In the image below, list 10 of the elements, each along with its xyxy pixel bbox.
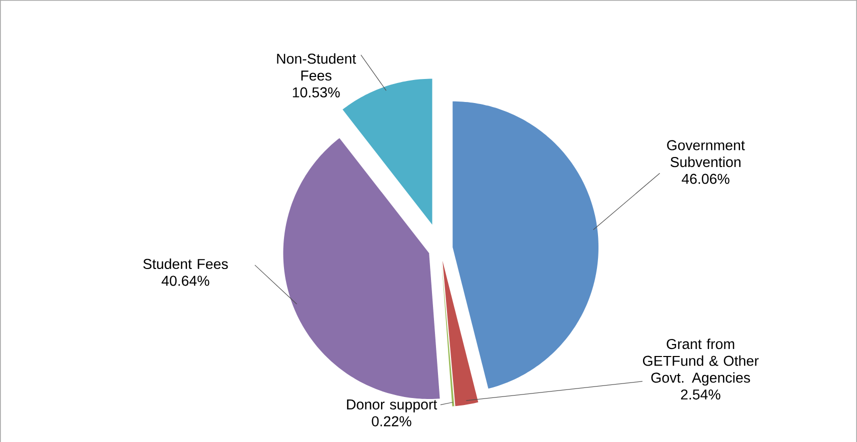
- slice-label: Non-Student Fees: [277, 54, 356, 81]
- slice-label: Government Subvention: [667, 140, 745, 168]
- data-label: 40.64%: [162, 276, 210, 286]
- data-label: 10.53%: [292, 88, 340, 98]
- slice-label: Student Fees: [143, 258, 228, 270]
- data-label: 46.06%: [682, 174, 730, 184]
- data-label: 2.54%: [681, 390, 720, 400]
- slice-label: Donor support: [347, 400, 438, 413]
- slice-label: Grant from GETFund & Other Govt. Agencies: [642, 338, 759, 386]
- data-label: 0.22%: [372, 416, 412, 427]
